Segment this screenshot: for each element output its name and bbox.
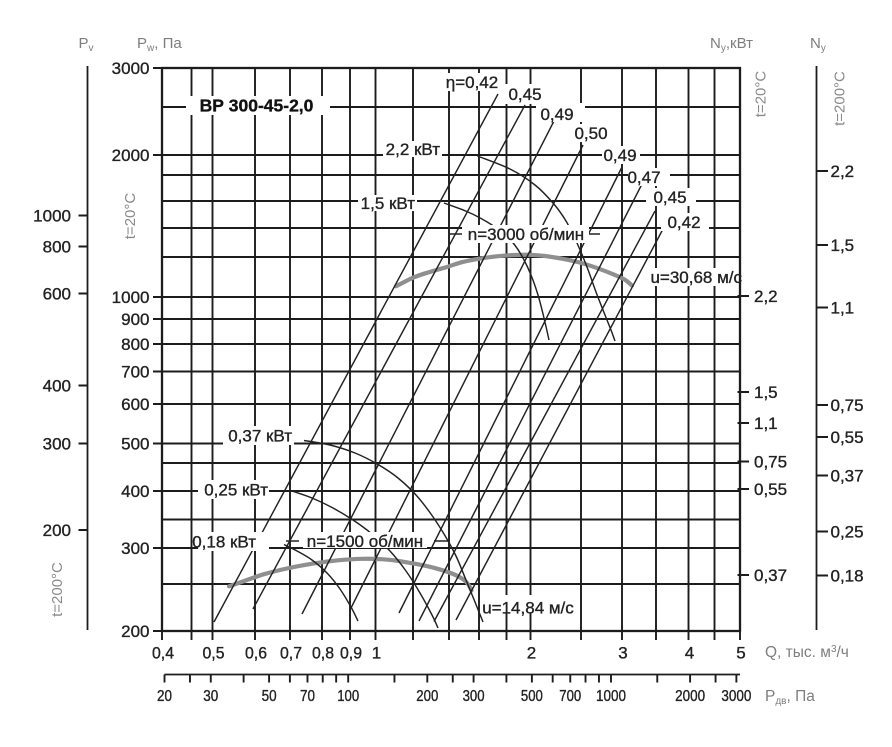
svg-text:0,75: 0,75 (831, 396, 864, 415)
svg-text:5: 5 (736, 644, 745, 663)
svg-text:400: 400 (121, 482, 149, 501)
svg-text:0,25: 0,25 (831, 523, 864, 542)
svg-text:800: 800 (121, 335, 149, 354)
svg-text:1000: 1000 (596, 688, 626, 705)
svg-text:20: 20 (157, 688, 172, 705)
svg-text:3000: 3000 (721, 688, 751, 705)
svg-text:1,1: 1,1 (831, 299, 855, 318)
svg-text:0,5: 0,5 (203, 644, 225, 663)
svg-text:ВР 300-45-2,0: ВР 300-45-2,0 (200, 96, 314, 116)
svg-text:0,37: 0,37 (754, 566, 787, 585)
svg-text:900: 900 (121, 310, 149, 329)
svg-text:1000: 1000 (33, 207, 71, 226)
svg-text:0,7: 0,7 (280, 644, 302, 663)
svg-text:0,47: 0,47 (627, 168, 660, 187)
svg-text:0,4: 0,4 (152, 644, 174, 663)
svg-text:2000: 2000 (675, 688, 705, 705)
svg-text:0,37 кВт: 0,37 кВт (228, 427, 292, 446)
svg-text:n=1500 об/мин: n=1500 об/мин (307, 532, 423, 551)
svg-text:0,18 кВт: 0,18 кВт (192, 533, 256, 552)
svg-text:1,5: 1,5 (754, 383, 778, 402)
svg-text:100: 100 (337, 688, 359, 705)
svg-text:1,5: 1,5 (831, 236, 855, 255)
svg-text:2: 2 (527, 644, 536, 663)
svg-text:0,50: 0,50 (574, 124, 607, 143)
svg-text:500: 500 (521, 688, 543, 705)
svg-text:Pдв, Па: Pдв, Па (765, 688, 815, 707)
svg-text:t=200°С: t=200°С (49, 562, 66, 617)
svg-text:700: 700 (121, 363, 149, 382)
svg-text:600: 600 (121, 395, 149, 414)
svg-text:4: 4 (685, 644, 694, 663)
svg-text:u=14,84 м/с: u=14,84 м/с (482, 599, 574, 618)
svg-text:0,55: 0,55 (831, 428, 864, 447)
svg-text:0,25 кВт: 0,25 кВт (204, 481, 268, 500)
svg-text:200: 200 (416, 688, 438, 705)
svg-text:800: 800 (43, 238, 71, 257)
svg-text:Nу,кВт: Nу,кВт (710, 35, 753, 54)
svg-text:700: 700 (559, 688, 581, 705)
svg-text:0,45: 0,45 (508, 85, 541, 104)
svg-text:0,55: 0,55 (754, 480, 787, 499)
svg-text:30: 30 (203, 688, 218, 705)
svg-text:0,45: 0,45 (653, 188, 686, 207)
svg-text:300: 300 (43, 435, 71, 454)
svg-text:0,18: 0,18 (831, 567, 864, 586)
svg-text:3000: 3000 (112, 59, 150, 78)
svg-text:2000: 2000 (112, 146, 150, 165)
svg-text:u=30,68 м/с: u=30,68 м/с (650, 268, 742, 287)
svg-text:η=0,42: η=0,42 (446, 73, 498, 92)
svg-text:Q, тыс. м3/ч: Q, тыс. м3/ч (765, 644, 849, 661)
svg-text:n=3000 об/мин: n=3000 об/мин (468, 225, 584, 244)
svg-text:2,2 кВт: 2,2 кВт (386, 140, 441, 159)
svg-text:t=20°С: t=20°С (753, 71, 770, 118)
svg-text:500: 500 (121, 435, 149, 454)
svg-text:2,2: 2,2 (754, 287, 778, 306)
svg-text:400: 400 (43, 377, 71, 396)
svg-text:Pw, Па: Pw, Па (137, 35, 182, 54)
svg-text:300: 300 (121, 539, 149, 558)
svg-text:300: 300 (463, 688, 485, 705)
svg-text:0,75: 0,75 (754, 453, 787, 472)
svg-text:t=20°С: t=20°С (122, 193, 139, 240)
svg-text:600: 600 (43, 285, 71, 304)
svg-text:50: 50 (262, 688, 277, 705)
svg-text:0,49: 0,49 (603, 146, 636, 165)
svg-text:1,1: 1,1 (754, 414, 778, 433)
svg-text:1: 1 (372, 644, 381, 663)
svg-text:1,5 кВт: 1,5 кВт (361, 194, 416, 213)
svg-text:200: 200 (121, 622, 149, 641)
svg-text:70: 70 (300, 688, 315, 705)
svg-text:1000: 1000 (112, 288, 150, 307)
svg-text:t=200°С: t=200°С (832, 71, 849, 126)
svg-text:0,49: 0,49 (540, 105, 573, 124)
svg-text:0,8: 0,8 (312, 644, 334, 663)
svg-text:200: 200 (43, 521, 71, 540)
svg-text:0,9: 0,9 (340, 644, 362, 663)
svg-text:0,6: 0,6 (245, 644, 267, 663)
svg-text:0,42: 0,42 (667, 213, 700, 232)
svg-text:3: 3 (618, 644, 627, 663)
svg-text:0,37: 0,37 (831, 467, 864, 486)
svg-text:2,2: 2,2 (831, 162, 855, 181)
